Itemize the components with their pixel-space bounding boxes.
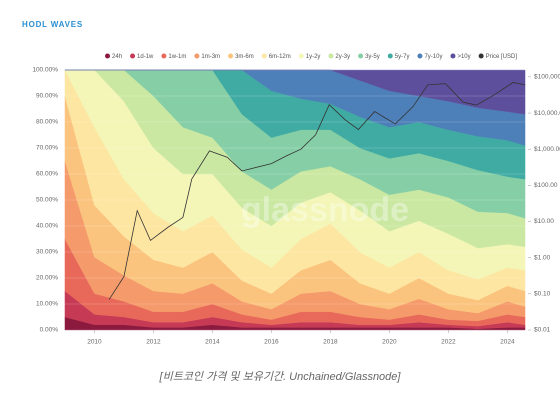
y-tick-label: 100.00% [32, 67, 58, 74]
y-tick-label: 60.00% [36, 171, 58, 178]
legend-swatch [478, 53, 484, 59]
watermark: glassnode [241, 191, 409, 229]
legend-swatch [298, 53, 304, 59]
legend: 24h 1d-1w 1w-1m 1m-3m 3m-6m 6m-12m 1y-2y 2y-3y 3… [105, 53, 518, 60]
y-tick-label: 30.00% [36, 249, 58, 256]
legend-swatch [130, 53, 136, 59]
legend-label: 24h [112, 54, 122, 60]
legend-swatch [261, 53, 267, 59]
legend-swatch [194, 53, 200, 59]
y-tick-label: 10.00% [36, 301, 58, 308]
legend-label: >10y [457, 54, 470, 60]
legend-swatch [161, 53, 167, 59]
legend-swatch [228, 53, 234, 59]
y-tick-label: 0.00% [40, 327, 59, 334]
legend-label: 1d-1w [137, 54, 154, 60]
y2-tick-label: $0.10 [534, 291, 551, 298]
y-tick-label: 20.00% [36, 275, 58, 282]
legend-label: 1y-2y [306, 54, 321, 60]
y2-tick-label: $100.00 [534, 182, 558, 189]
legend-label: 5y-7y [395, 54, 410, 60]
legend-swatch [450, 53, 456, 59]
legend-label: Price [USD] [486, 54, 518, 60]
y-tick-label: 40.00% [36, 223, 58, 230]
y-tick-label: 80.00% [36, 119, 58, 126]
x-tick-label: 2012 [146, 339, 161, 346]
y2-tick-label: $0.01 [534, 327, 551, 334]
chart-title: HODL WAVES [22, 20, 83, 29]
x-tick-label: 2024 [500, 339, 515, 346]
x-tick-label: 2022 [441, 339, 456, 346]
legend-swatch [328, 53, 334, 59]
y2-tick-label: $10.00 [534, 218, 554, 225]
legend-label: 2y-3y [335, 54, 350, 60]
area-band [64, 69, 526, 115]
x-tick-label: 2016 [264, 339, 279, 346]
y2-tick-label: $1,000.00 [534, 146, 560, 153]
y2-tick-label: $100,000 [534, 74, 560, 81]
legend-label: 3y-5y [365, 54, 380, 60]
legend-label: 6m-12m [269, 54, 291, 60]
y2-tick-label: $10,000.00 [534, 110, 560, 117]
legend-swatch [105, 53, 111, 59]
x-tick-label: 2014 [205, 339, 220, 346]
x-tick-label: 2018 [323, 339, 338, 346]
y2-tick-label: $1.00 [534, 254, 551, 261]
caption: [비트코인 가격 및 보유기간. Unchained/Glassnode] [159, 370, 402, 383]
legend-label: 3m-6m [235, 54, 254, 60]
y-tick-label: 50.00% [36, 197, 58, 204]
x-tick-label: 2020 [382, 339, 397, 346]
legend-swatch [358, 53, 364, 59]
legend-label: 1m-3m [201, 54, 220, 60]
price-line [108, 82, 526, 300]
legend-label: 1w-1m [168, 54, 186, 60]
y-tick-label: 90.00% [36, 93, 58, 100]
x-tick-label: 2010 [87, 339, 102, 346]
legend-swatch [417, 53, 423, 59]
legend-label: 7y-10y [424, 54, 442, 60]
legend-swatch [387, 53, 393, 59]
y-tick-label: 70.00% [36, 145, 58, 152]
